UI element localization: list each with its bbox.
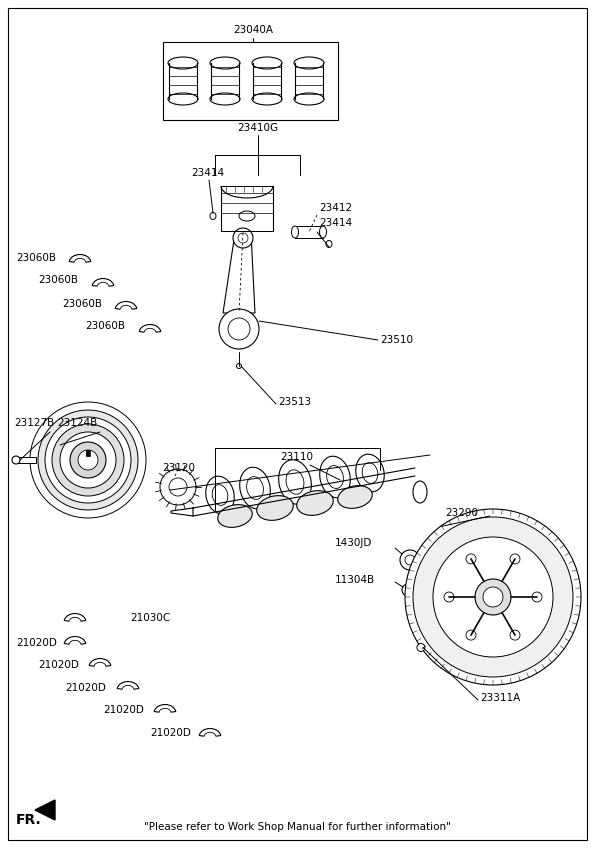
Bar: [86, 450, 90, 456]
Text: 23410G: 23410G: [237, 123, 278, 133]
Circle shape: [417, 644, 425, 651]
Circle shape: [228, 318, 250, 340]
Ellipse shape: [278, 460, 311, 505]
Circle shape: [466, 630, 476, 640]
Circle shape: [45, 417, 131, 503]
Ellipse shape: [294, 57, 324, 69]
Ellipse shape: [292, 226, 299, 238]
Ellipse shape: [286, 470, 304, 494]
Polygon shape: [35, 800, 55, 820]
Circle shape: [405, 509, 581, 685]
Circle shape: [433, 537, 553, 657]
Circle shape: [405, 555, 415, 565]
Circle shape: [160, 469, 196, 505]
Ellipse shape: [356, 455, 384, 492]
Ellipse shape: [320, 226, 327, 238]
Text: 21020D: 21020D: [16, 638, 57, 648]
Ellipse shape: [236, 364, 242, 369]
Ellipse shape: [210, 93, 240, 105]
Circle shape: [70, 442, 106, 478]
Text: 23412: 23412: [319, 203, 352, 213]
Ellipse shape: [206, 477, 234, 514]
Circle shape: [238, 233, 248, 243]
Ellipse shape: [210, 57, 240, 69]
Circle shape: [60, 432, 116, 488]
Circle shape: [219, 309, 259, 349]
Ellipse shape: [240, 467, 270, 509]
Ellipse shape: [362, 463, 378, 483]
Circle shape: [30, 402, 146, 518]
Text: 23040A: 23040A: [233, 25, 273, 35]
Circle shape: [532, 592, 542, 602]
Text: 23060B: 23060B: [62, 299, 102, 309]
Ellipse shape: [212, 485, 228, 505]
Circle shape: [402, 584, 414, 596]
Text: 1430JD: 1430JD: [335, 538, 372, 548]
Text: 23414: 23414: [191, 168, 224, 178]
Circle shape: [52, 424, 124, 496]
Circle shape: [510, 630, 520, 640]
Text: 21020D: 21020D: [65, 683, 106, 693]
Circle shape: [466, 554, 476, 564]
Text: 23060B: 23060B: [38, 275, 78, 285]
Ellipse shape: [168, 93, 198, 105]
Text: 11304B: 11304B: [335, 575, 375, 585]
Circle shape: [169, 478, 187, 496]
Ellipse shape: [327, 466, 343, 488]
Text: 23510: 23510: [380, 335, 413, 345]
Text: 21030C: 21030C: [130, 613, 170, 623]
Ellipse shape: [218, 505, 252, 527]
Bar: [16, 457, 36, 463]
Text: 21020D: 21020D: [38, 660, 79, 670]
Ellipse shape: [320, 456, 350, 498]
Text: 23060B: 23060B: [16, 253, 56, 263]
Text: FR.: FR.: [16, 813, 42, 827]
Ellipse shape: [252, 57, 282, 69]
Bar: [163, 42, 338, 120]
Text: 23127B: 23127B: [14, 418, 54, 428]
Circle shape: [444, 592, 454, 602]
Circle shape: [78, 450, 98, 470]
Text: 23124B: 23124B: [57, 418, 97, 428]
Text: "Please refer to Work Shop Manual for further information": "Please refer to Work Shop Manual for fu…: [143, 822, 450, 832]
Circle shape: [400, 550, 420, 570]
Text: 21020D: 21020D: [103, 705, 144, 715]
Ellipse shape: [326, 241, 332, 248]
Text: 23290: 23290: [445, 508, 478, 518]
Text: 23120: 23120: [162, 463, 195, 473]
Text: 23060B: 23060B: [85, 321, 125, 331]
Text: 23414: 23414: [319, 218, 352, 228]
Polygon shape: [223, 233, 255, 313]
Ellipse shape: [168, 57, 198, 69]
Text: 23311A: 23311A: [480, 693, 520, 703]
Text: 23110: 23110: [280, 452, 313, 462]
Bar: [295, 226, 323, 238]
Ellipse shape: [297, 491, 333, 516]
Circle shape: [413, 517, 573, 677]
Ellipse shape: [246, 477, 264, 499]
Ellipse shape: [413, 481, 427, 503]
Ellipse shape: [210, 213, 216, 220]
Circle shape: [233, 228, 253, 248]
Text: 23513: 23513: [278, 397, 311, 407]
Text: 21020D: 21020D: [150, 728, 191, 738]
Ellipse shape: [256, 495, 293, 521]
Ellipse shape: [12, 456, 20, 464]
Ellipse shape: [338, 486, 372, 508]
Circle shape: [475, 579, 511, 615]
Ellipse shape: [252, 93, 282, 105]
Circle shape: [38, 410, 138, 510]
Circle shape: [510, 554, 520, 564]
Circle shape: [483, 587, 503, 607]
Ellipse shape: [239, 211, 255, 221]
Ellipse shape: [294, 93, 324, 105]
Polygon shape: [171, 508, 193, 516]
